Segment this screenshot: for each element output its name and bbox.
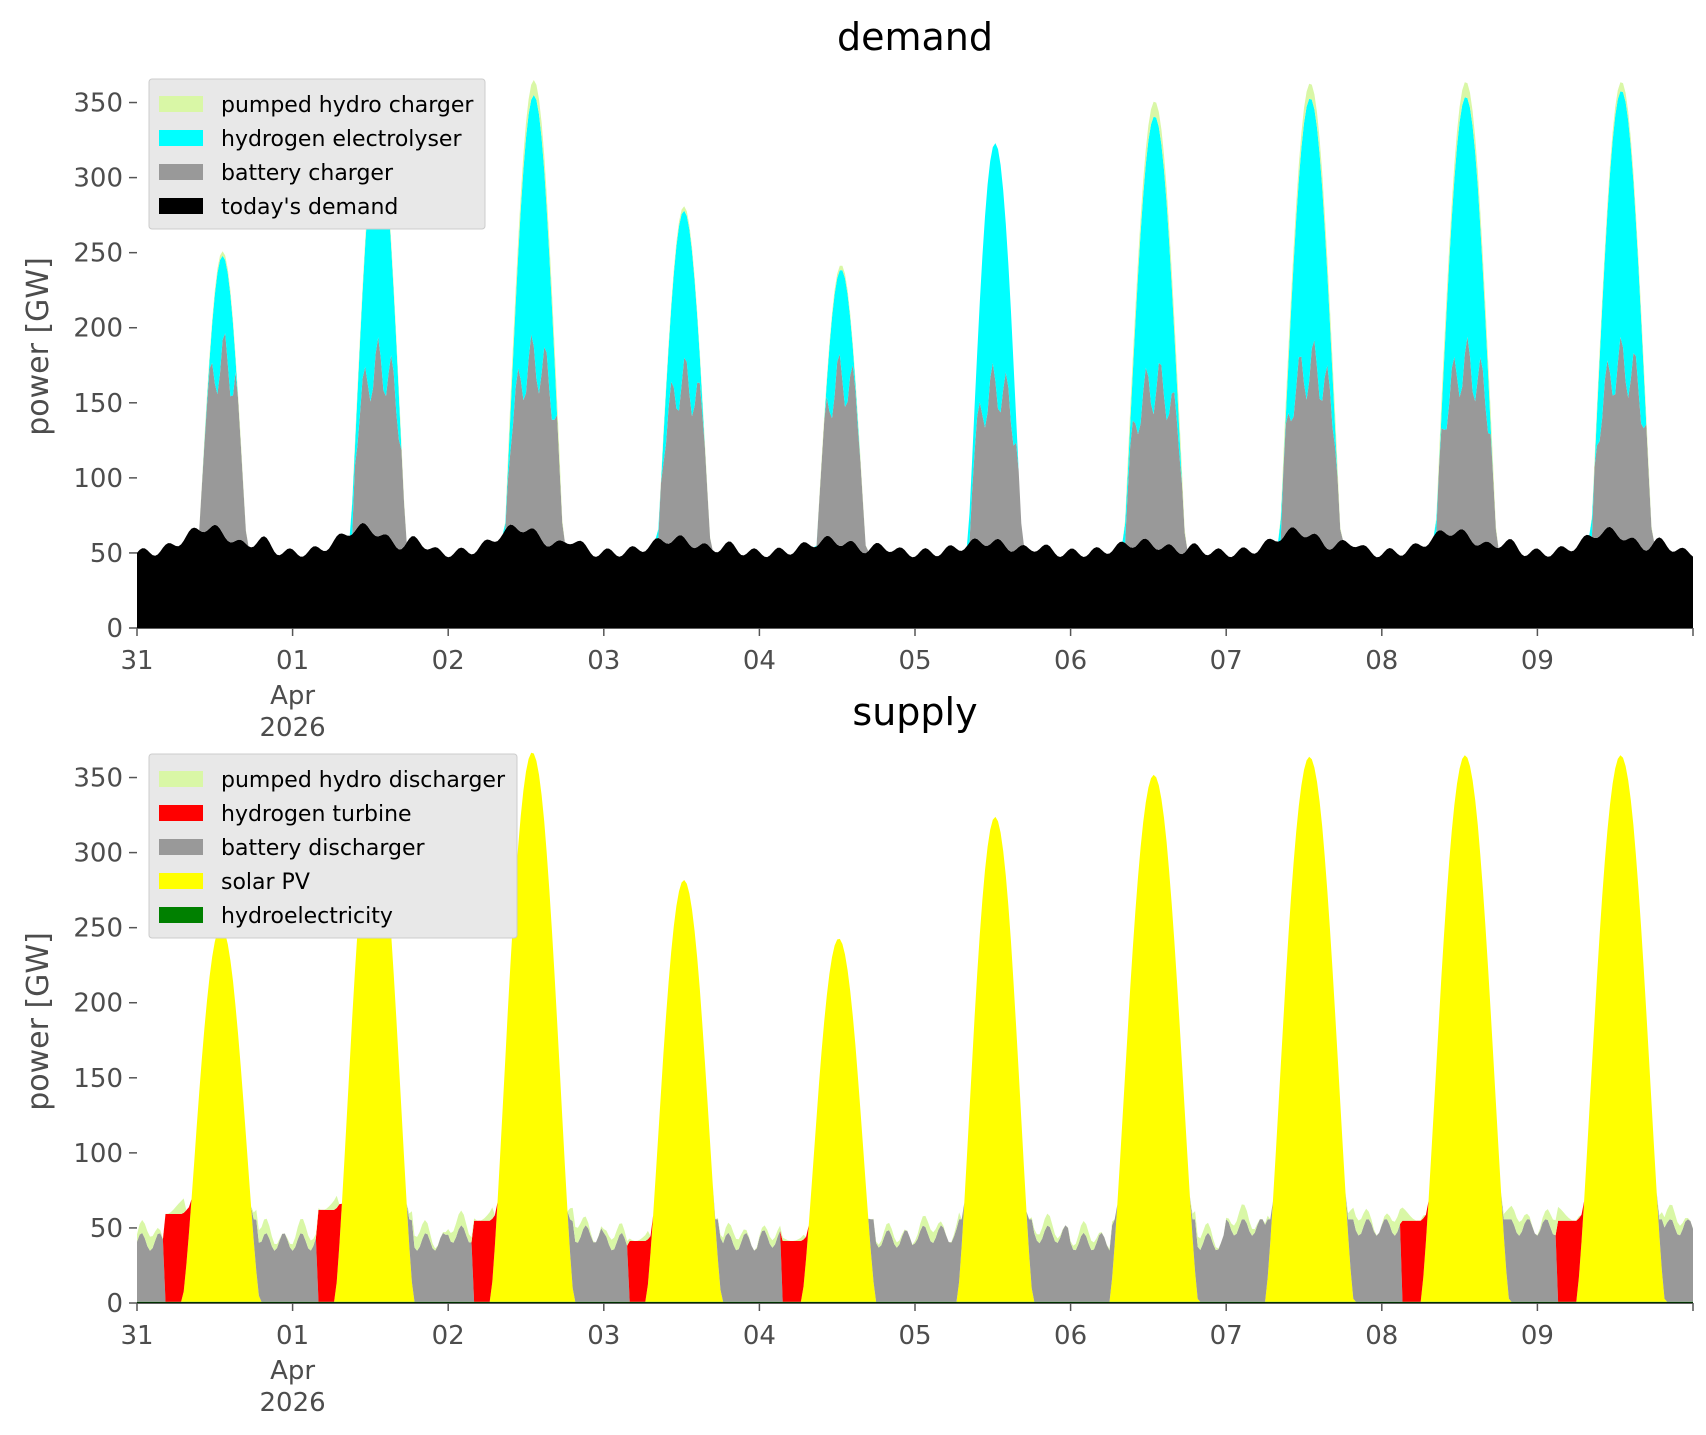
- legend-label: battery charger: [221, 161, 394, 186]
- y-tick-label: 0: [106, 614, 123, 644]
- area-today-s-demand: [137, 522, 1693, 628]
- y-tick-label: 150: [73, 389, 123, 419]
- legend-label: today's demand: [221, 195, 398, 220]
- x-tick-label: 01: [276, 1321, 309, 1351]
- legend-swatch: [159, 771, 203, 787]
- x-tick-label: 07: [1210, 646, 1243, 676]
- x-tick-label: 31: [120, 1321, 153, 1351]
- legend-swatch: [159, 839, 203, 855]
- y-tick-label: 100: [73, 464, 123, 494]
- y-tick-label: 150: [73, 1064, 123, 1094]
- area-solar-pv: [137, 752, 1693, 1302]
- chart-title: supply: [852, 690, 977, 734]
- x-tick-label: 02: [432, 646, 465, 676]
- y-tick-label: 300: [73, 839, 123, 869]
- x-tick-label: 05: [898, 646, 931, 676]
- x-tick-label: 01: [276, 646, 309, 676]
- legend-label: battery discharger: [221, 836, 426, 861]
- y-tick-label: 250: [73, 914, 123, 944]
- legend-box: [148, 78, 486, 230]
- x-tick-label: 08: [1365, 646, 1398, 676]
- x-tick-label: 07: [1210, 1321, 1243, 1351]
- x-tick-label: 09: [1521, 1321, 1554, 1351]
- legend-swatch: [159, 164, 203, 180]
- x-tick-label: 05: [898, 1321, 931, 1351]
- y-tick-label: 50: [90, 539, 123, 569]
- y-tick-label: 350: [73, 764, 123, 794]
- x-tick-label: 04: [743, 646, 776, 676]
- y-tick-label: 200: [73, 989, 123, 1019]
- x-tick-label: 02: [432, 1321, 465, 1351]
- legend-swatch: [159, 907, 203, 923]
- legend-swatch: [159, 198, 203, 214]
- y-tick-label: 100: [73, 1139, 123, 1169]
- y-tick-label: 200: [73, 314, 123, 344]
- area-battery-charger: [137, 333, 1693, 558]
- x-tick-label: 03: [587, 1321, 620, 1351]
- legend-label: pumped hydro charger: [221, 93, 474, 118]
- x-tick-sublabel: 2026: [260, 1388, 326, 1418]
- legend-label: hydrogen electrolyser: [221, 127, 462, 152]
- x-tick-label: 04: [743, 1321, 776, 1351]
- y-axis-label: power [GW]: [21, 932, 56, 1111]
- legend-swatch: [159, 805, 203, 821]
- x-tick-label: 08: [1365, 1321, 1398, 1351]
- x-tick-sublabel: 2026: [260, 713, 326, 743]
- legend-swatch: [159, 873, 203, 889]
- legend-label: hydrogen turbine: [221, 802, 412, 827]
- y-axis-label: power [GW]: [21, 257, 56, 436]
- legend-swatch: [159, 130, 203, 146]
- x-tick-sublabel: Apr: [270, 1356, 315, 1386]
- x-tick-label: 09: [1521, 646, 1554, 676]
- x-tick-label: 03: [587, 646, 620, 676]
- legend-box: [148, 753, 518, 939]
- y-tick-label: 250: [73, 239, 123, 269]
- legend-label: hydroelectricity: [221, 904, 393, 929]
- chart-title: demand: [837, 15, 993, 59]
- area-hydrogen-electrolyser: [137, 91, 1693, 558]
- y-tick-label: 350: [73, 89, 123, 119]
- legend-label: pumped hydro discharger: [221, 768, 506, 793]
- legend-swatch: [159, 96, 203, 112]
- x-tick-label: 31: [120, 646, 153, 676]
- y-tick-label: 50: [90, 1214, 123, 1244]
- y-tick-label: 300: [73, 164, 123, 194]
- x-tick-label: 06: [1054, 646, 1087, 676]
- x-tick-sublabel: Apr: [270, 681, 315, 711]
- y-tick-label: 0: [106, 1289, 123, 1319]
- legend-label: solar PV: [221, 870, 310, 895]
- area-battery-discharger: [137, 752, 1693, 1302]
- x-tick-label: 06: [1054, 1321, 1087, 1351]
